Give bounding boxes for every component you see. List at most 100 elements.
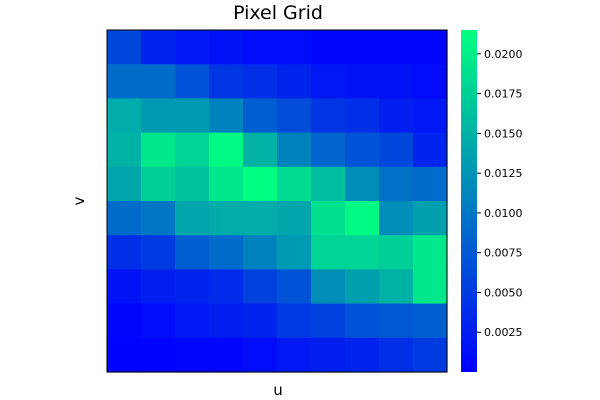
heatmap-cell xyxy=(311,166,346,202)
heatmap-cell xyxy=(141,30,176,65)
heatmap-cell xyxy=(243,303,278,339)
heatmap-cell xyxy=(175,30,210,65)
x-axis-label: u xyxy=(273,381,283,399)
heatmap-cell xyxy=(311,269,346,305)
heatmap-cell xyxy=(209,132,244,168)
heatmap-cell xyxy=(345,303,380,339)
heatmap-cell xyxy=(277,98,312,134)
colorbar-tick-label: 0.0050 xyxy=(484,286,523,299)
heatmap-cell xyxy=(311,235,346,270)
heatmap-cell xyxy=(107,30,142,65)
heatmap-cell xyxy=(413,269,448,305)
heatmap-cell xyxy=(413,132,448,168)
heatmap-cell xyxy=(175,303,210,339)
colorbar-tick-label: 0.0100 xyxy=(484,207,523,220)
heatmap-cell xyxy=(175,269,210,305)
heatmap-cell xyxy=(345,269,380,305)
heatmap-cell xyxy=(379,30,414,65)
heatmap-cell xyxy=(379,132,414,168)
heatmap-cell xyxy=(413,337,448,373)
heatmap-cell xyxy=(413,303,448,339)
heatmap-cell xyxy=(277,269,312,305)
heatmap-cell xyxy=(277,166,312,202)
heatmap-cell xyxy=(141,64,176,99)
heatmap-cell xyxy=(243,269,278,305)
heatmap-cell xyxy=(379,235,414,270)
heatmap-cell xyxy=(345,132,380,168)
heatmap-cell xyxy=(107,166,142,202)
heatmap-cell xyxy=(141,235,176,270)
heatmap-cell xyxy=(107,201,142,236)
heatmap-cell xyxy=(345,166,380,202)
colorbar-tick-label: 0.0075 xyxy=(484,247,523,260)
heatmap-cell xyxy=(345,64,380,99)
heatmap-cell xyxy=(243,30,278,65)
heatmap-cell xyxy=(209,201,244,236)
heatmap-cell xyxy=(209,166,244,202)
heatmap-cell xyxy=(379,337,414,373)
heatmap-cell xyxy=(311,337,346,373)
heatmap-cell xyxy=(413,201,448,236)
heatmap-cell xyxy=(243,132,278,168)
heatmap-cell xyxy=(311,132,346,168)
heatmap-cell xyxy=(277,235,312,270)
heatmap-cell xyxy=(141,201,176,236)
heatmap-cell xyxy=(413,166,448,202)
colorbar-tick-label: 0.0200 xyxy=(484,48,523,61)
heatmap-cell xyxy=(243,166,278,202)
colorbar-tick-label: 0.0125 xyxy=(484,167,523,180)
heatmap-cell xyxy=(413,30,448,65)
colorbar-tick-label: 0.0150 xyxy=(484,127,523,140)
heatmap-cell xyxy=(175,98,210,134)
heatmap-cell xyxy=(141,303,176,339)
heatmap-cell xyxy=(175,166,210,202)
heatmap-cell xyxy=(175,337,210,373)
heatmap-cell xyxy=(345,337,380,373)
heatmap-cell xyxy=(141,269,176,305)
heatmap-cells xyxy=(107,30,448,373)
heatmap-cell xyxy=(311,303,346,339)
heatmap-cell xyxy=(175,132,210,168)
heatmap-cell xyxy=(311,64,346,99)
heatmap-cell xyxy=(345,98,380,134)
heatmap-cell xyxy=(311,201,346,236)
heatmap-cell xyxy=(107,132,142,168)
plot-frame xyxy=(106,29,448,373)
heatmap-cell xyxy=(277,337,312,373)
colorbar-ticks: 0.0025 0.0050 0.0075 0.0100 0.0125 0.0150 0.01… xyxy=(477,48,523,339)
heatmap-cell xyxy=(277,64,312,99)
heatmap-cell xyxy=(209,303,244,339)
y-axis-label: v xyxy=(70,196,88,205)
heatmap-cell xyxy=(107,98,142,134)
heatmap-cell xyxy=(209,269,244,305)
heatmap-cell xyxy=(379,166,414,202)
colorbar-tick-label: 0.0175 xyxy=(484,88,523,101)
heatmap-cell xyxy=(379,201,414,236)
heatmap-cell xyxy=(107,303,142,339)
colorbar-tick-label: 0.0025 xyxy=(484,326,523,339)
heatmap-cell xyxy=(175,64,210,99)
chart-title: Pixel Grid xyxy=(233,2,323,24)
heatmap-cell xyxy=(345,201,380,236)
heatmap-cell xyxy=(379,269,414,305)
heatmap-cell xyxy=(277,132,312,168)
heatmap-cell xyxy=(107,64,142,99)
heatmap-cell xyxy=(413,98,448,134)
heatmap-cell xyxy=(379,303,414,339)
heatmap-cell xyxy=(107,269,142,305)
heatmap-cell xyxy=(107,235,142,270)
heatmap-cell xyxy=(175,201,210,236)
heatmap-cell xyxy=(243,64,278,99)
heatmap-cell xyxy=(311,98,346,134)
heatmap-cell xyxy=(141,132,176,168)
heatmap-cell xyxy=(141,337,176,373)
heatmap-cell xyxy=(209,337,244,373)
heatmap-cell xyxy=(311,30,346,65)
heatmap-cell xyxy=(243,235,278,270)
heatmap-cell xyxy=(277,201,312,236)
heatmap-cell xyxy=(175,235,210,270)
heatmap-cell xyxy=(209,64,244,99)
heatmap-cell xyxy=(209,98,244,134)
heatmap-cell xyxy=(209,235,244,270)
